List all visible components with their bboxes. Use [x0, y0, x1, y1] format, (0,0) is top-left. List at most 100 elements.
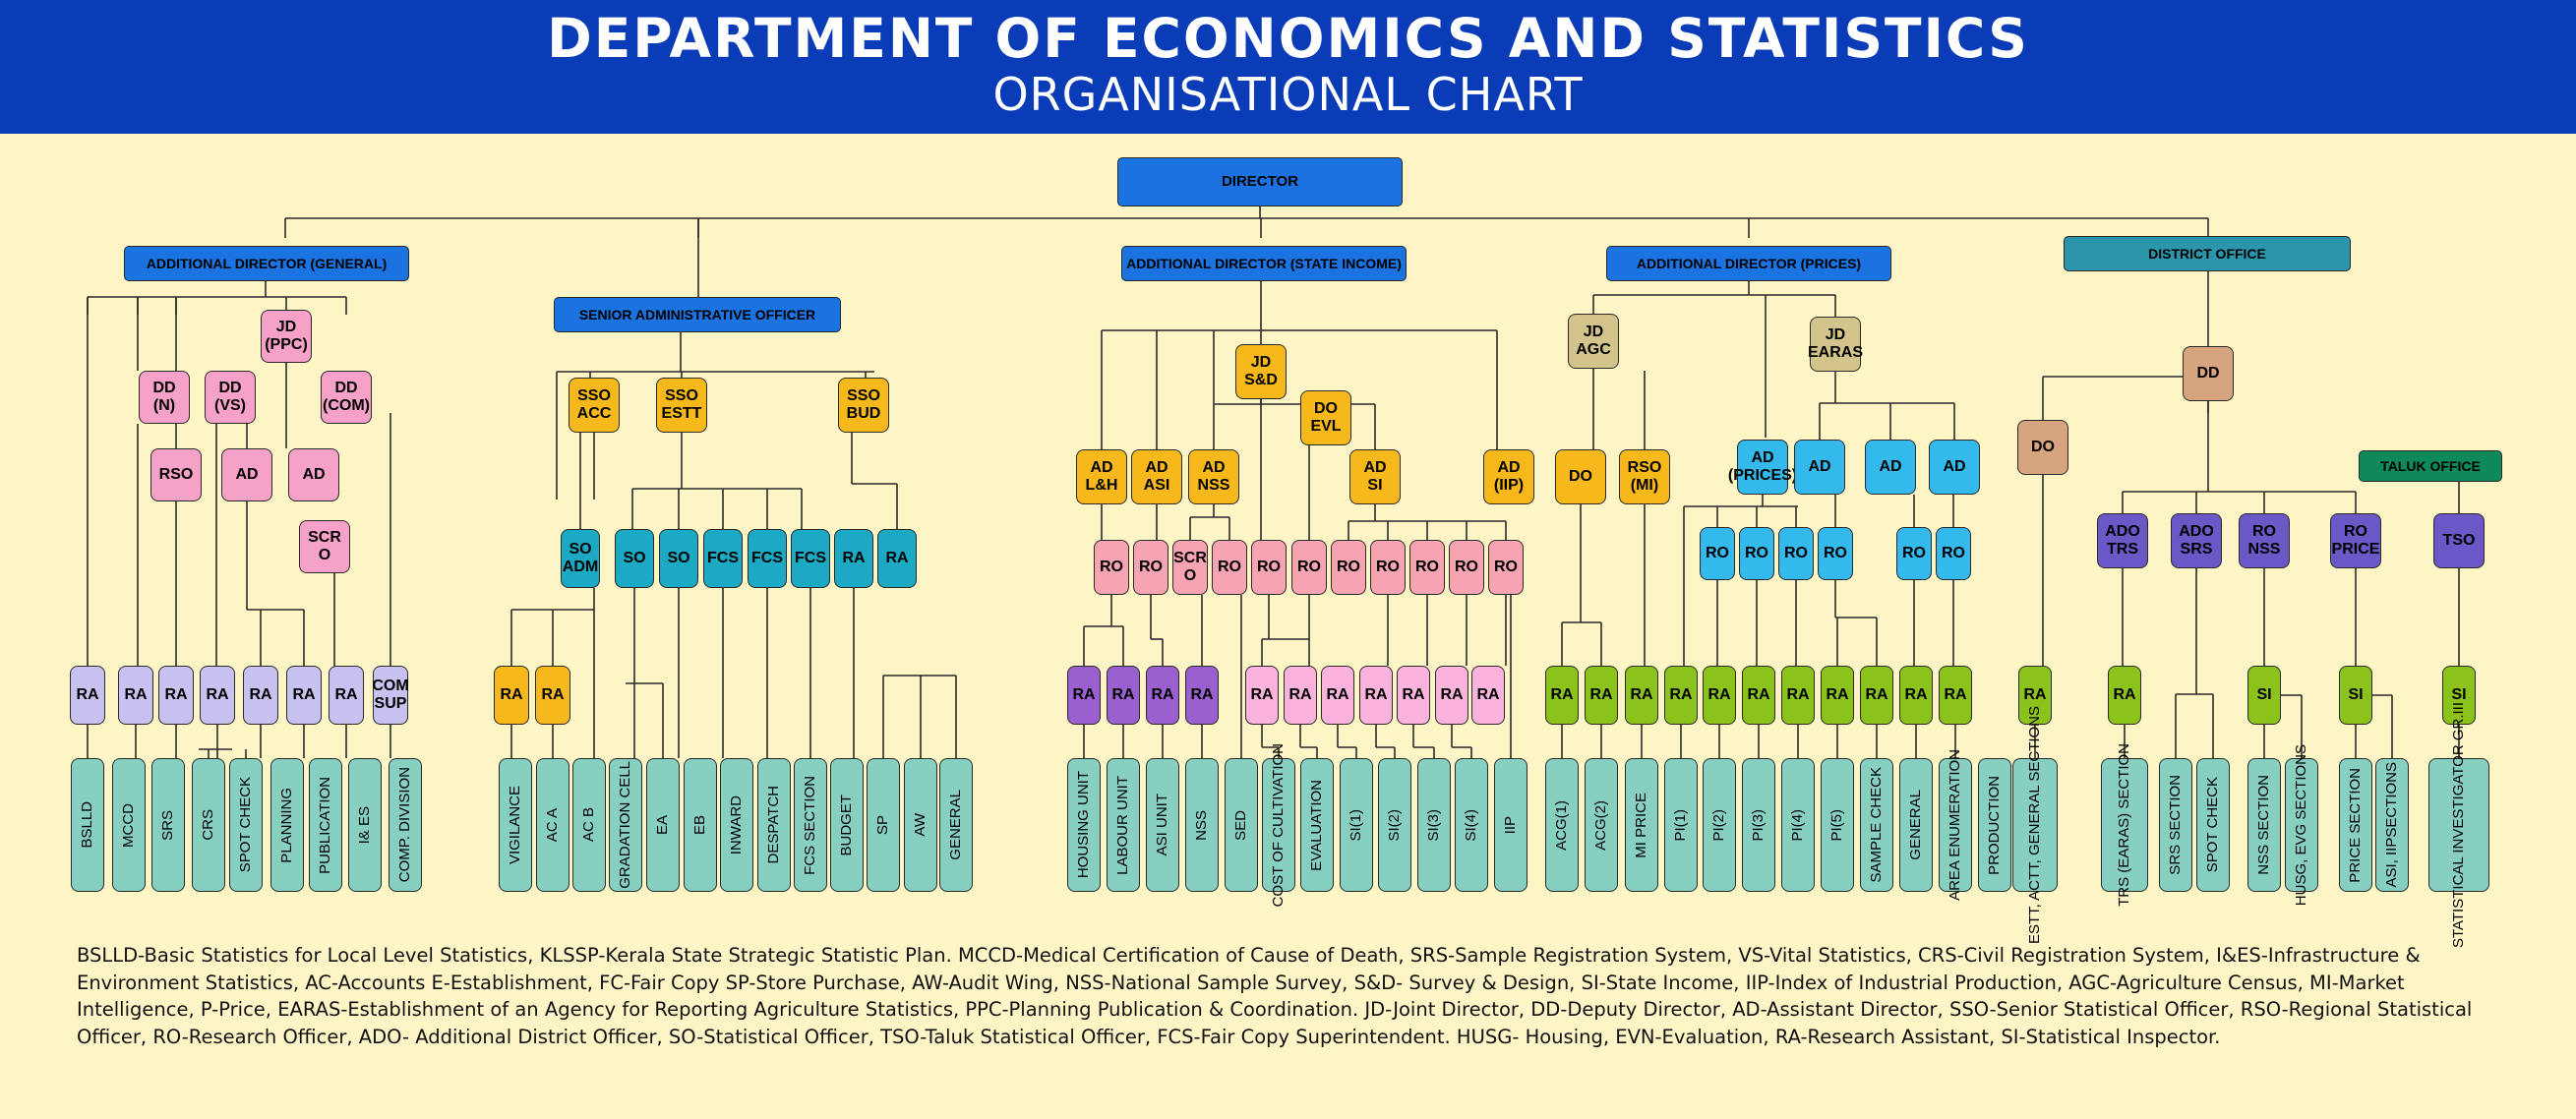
- admin-section-1: AC A: [536, 758, 569, 892]
- state-income-section-10: SI(4): [1455, 758, 1488, 892]
- ro-si-0-label: RO: [1100, 558, 1123, 575]
- ra-district-1-label: RA: [2023, 685, 2047, 703]
- prices-section-11-label: PRODUCTION: [1986, 775, 2004, 875]
- ro-si-8-label: RO: [1415, 558, 1439, 575]
- ra-purple-3: RA: [1185, 666, 1219, 725]
- ra-prices-7: RA: [1821, 666, 1854, 725]
- ra-pink-4: RA: [1397, 666, 1430, 725]
- admin-section-6: INWARD: [720, 758, 753, 892]
- state-income-section-7: SI(1): [1340, 758, 1373, 892]
- ra-pink-3: RA: [1359, 666, 1393, 725]
- ado-trs-box-label: ADO TRS: [2105, 522, 2140, 558]
- admin-section-3-label: GRADATION CELL: [617, 761, 634, 889]
- do-prices-box: DO: [1555, 449, 1606, 504]
- district-section-7-label: ASI, IIPSECTIONS: [2383, 762, 2401, 888]
- taluk-office-box: TALUK OFFICE: [2359, 450, 2502, 482]
- prices-section-4-label: PI(2): [1710, 808, 1728, 842]
- ad-lh-box: AD L&H: [1076, 449, 1127, 504]
- admin-mid-0: SO: [615, 529, 654, 588]
- district-section-0-label: ESTT, ACTT, GENERAL SECTIONS: [2026, 706, 2044, 944]
- district-section-6-label: PRICE SECTION: [2347, 767, 2365, 883]
- additional-director-general-box: ADDITIONAL DIRECTOR (GENERAL): [124, 246, 409, 281]
- ad-asi-box: AD ASI: [1131, 449, 1182, 504]
- prices-section-0: ACG(1): [1545, 758, 1579, 892]
- si-district-3: SI: [2442, 666, 2476, 725]
- district-section-1: TRS (EARAS) SECTION: [2101, 743, 2148, 907]
- state-income-section-5: COST OF CULTIVATION: [1262, 743, 1295, 907]
- jd-agc-box-label: JD AGC: [1576, 323, 1611, 358]
- admin-section-7-label: DESPATCH: [765, 786, 783, 864]
- state-income-section-0: HOUSING UNIT: [1067, 758, 1101, 892]
- jd-earas-box-label: JD EARAS: [1808, 325, 1864, 361]
- ro-si-1: RO: [1133, 540, 1168, 595]
- ra-general-0-label: RA: [76, 685, 99, 703]
- scro-box-label: SCR O: [308, 528, 341, 563]
- ra-pink-1: RA: [1284, 666, 1317, 725]
- ra-admin-2-label: RA: [541, 685, 565, 703]
- admin-mid-4-label: FCS: [795, 549, 826, 566]
- do-district-box-label: DO: [2031, 438, 2055, 455]
- ra-prices-2: RA: [1625, 666, 1658, 725]
- general-section-7: I& ES: [348, 758, 382, 892]
- admin-section-11: AW: [904, 758, 937, 892]
- admin-section-5: EB: [684, 758, 717, 892]
- ra-general-6-label: RA: [334, 685, 358, 703]
- additional-director-general-box-label: ADDITIONAL DIRECTOR (GENERAL): [146, 255, 388, 271]
- state-income-section-10-label: SI(4): [1463, 808, 1480, 842]
- ra-purple-3-label: RA: [1190, 685, 1214, 703]
- rso-mi-box-label: RSO (MI): [1627, 458, 1662, 494]
- prices-section-0-label: ACG(1): [1553, 799, 1571, 851]
- ro-si-4: RO: [1251, 540, 1287, 595]
- general-section-3: CRS: [192, 758, 225, 892]
- additional-director-state-income-box: ADDITIONAL DIRECTOR (STATE INCOME): [1121, 246, 1407, 281]
- ra-general-7: COM SUP: [372, 666, 409, 725]
- ro-prices-4-label: RO: [1902, 544, 1926, 561]
- abbreviation-legend: BSLLD-Basic Statistics for Local Level S…: [77, 944, 2473, 1048]
- ad-prices-3-box: AD: [1929, 440, 1980, 495]
- ra-general-2: RA: [158, 666, 194, 725]
- ra-general-7-label: COM SUP: [372, 677, 409, 712]
- ro-price-box-label: RO PRICE: [2331, 522, 2380, 558]
- rso-mi-box: RSO (MI): [1619, 449, 1670, 504]
- general-section-2: SRS: [151, 758, 185, 892]
- rso-box: RSO: [150, 448, 202, 501]
- admin-mid-3-label: FCS: [751, 549, 783, 566]
- general-section-8-label: COMP. DIVISION: [396, 767, 414, 883]
- ra-pink-1-label: RA: [1288, 685, 1312, 703]
- ra-pink-0: RA: [1245, 666, 1279, 725]
- state-income-section-3-label: NSS: [1193, 809, 1211, 841]
- admin-mid-2: FCS: [703, 529, 743, 588]
- prices-section-3-label: PI(1): [1672, 808, 1690, 842]
- admin-section-7: DESPATCH: [757, 758, 791, 892]
- admin-mid-6-label: RA: [885, 549, 909, 566]
- general-section-8: COMP. DIVISION: [389, 758, 422, 892]
- ro-prices-1-label: RO: [1745, 544, 1768, 561]
- ro-prices-5: RO: [1936, 527, 1971, 580]
- ro-si-9-label: RO: [1455, 558, 1478, 575]
- admin-section-0-label: VIGILANCE: [507, 785, 524, 865]
- sso-bud-box-label: SSO BUD: [846, 386, 881, 422]
- prices-section-10-label: AREA ENUMERATION: [1947, 749, 1964, 901]
- admin-mid-5-label: RA: [842, 549, 866, 566]
- ra-prices-6-label: RA: [1786, 685, 1810, 703]
- jd-earas-box: JD EARAS: [1808, 317, 1864, 372]
- admin-section-9-label: BUDGET: [838, 794, 856, 856]
- ad-prices-box-label: AD (PRICES): [1727, 448, 1798, 484]
- ado-srs-box-label: ADO SRS: [2179, 522, 2214, 558]
- ra-pink-6: RA: [1471, 666, 1505, 725]
- district-section-3: SPOT CHECK: [2196, 758, 2230, 892]
- ad-asi-box-label: AD ASI: [1143, 458, 1170, 494]
- ro-si-10: RO: [1488, 540, 1524, 595]
- admin-mid-2-label: FCS: [707, 549, 739, 566]
- jd-ppc-box: JD (PPC): [261, 310, 312, 363]
- ro-prices-3-label: RO: [1824, 544, 1847, 561]
- prices-section-6-label: PI(4): [1789, 808, 1807, 842]
- state-income-section-3: NSS: [1185, 758, 1219, 892]
- ra-general-4-label: RA: [249, 685, 272, 703]
- district-section-8: STATISTICAL INVESTIGATOR GR.III: [2428, 702, 2489, 948]
- admin-section-3: GRADATION CELL: [609, 758, 642, 892]
- ad-prices-1-box-label: AD: [1808, 457, 1831, 475]
- ra-admin-1: RA: [494, 666, 529, 725]
- ra-general-2-label: RA: [164, 685, 188, 703]
- ro-prices-5-label: RO: [1942, 544, 1965, 561]
